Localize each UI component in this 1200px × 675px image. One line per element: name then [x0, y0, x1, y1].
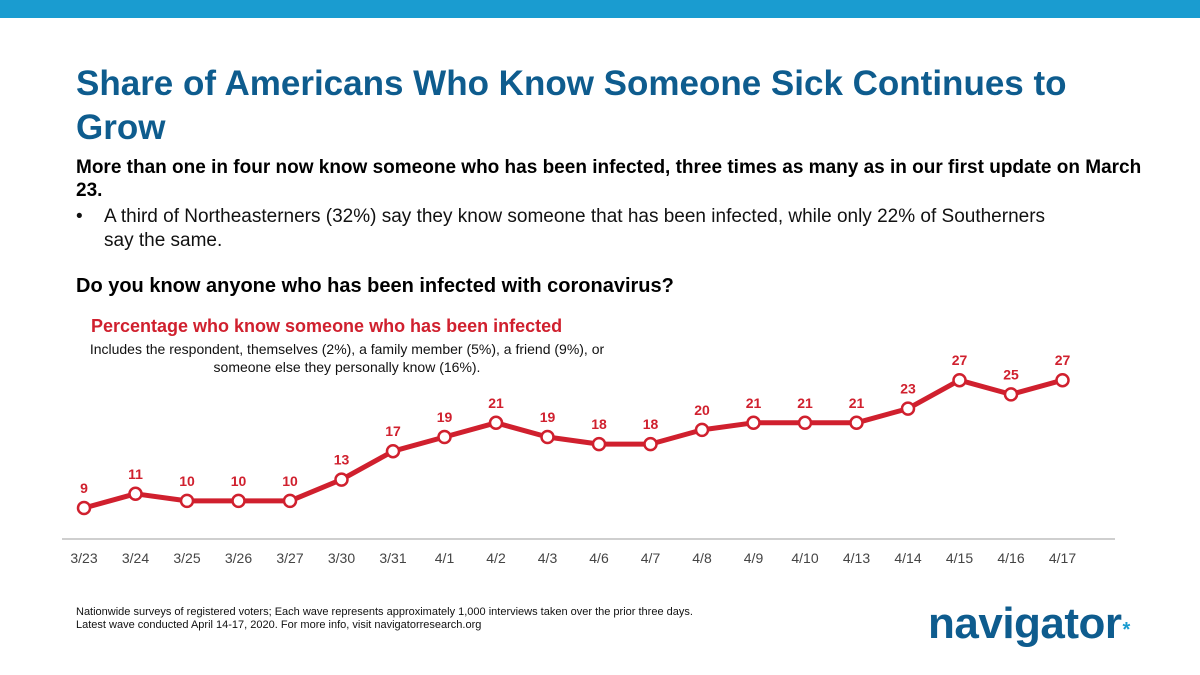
x-tick-label: 4/14 — [894, 550, 921, 566]
data-point — [952, 372, 967, 388]
series-line-layer — [81, 377, 1065, 511]
data-point — [128, 486, 143, 502]
data-label: 13 — [334, 452, 350, 468]
footnote-line-2: Latest wave conducted April 14-17, 2020.… — [76, 619, 482, 631]
data-point — [643, 436, 658, 452]
logo-text: navigator — [928, 599, 1122, 648]
data-point — [591, 436, 607, 452]
footnote: Nationwide surveys of registered voters;… — [76, 606, 836, 632]
x-tick-label: 3/23 — [70, 550, 97, 566]
data-point — [797, 415, 813, 431]
data-label: 23 — [900, 381, 916, 397]
navigator-logo: navigator* — [928, 598, 1130, 658]
x-tick-labels: 3/23 3/24 3/25 3/26 3/27 3/30 3/31 4/1 4/2 4/3 4/6… — [70, 550, 1076, 566]
data-label: 25 — [1003, 366, 1019, 382]
x-tick-label: 3/24 — [122, 550, 149, 566]
data-label: 17 — [385, 423, 401, 439]
x-tick-label: 3/25 — [173, 550, 200, 566]
chart-note: Includes the respondent, themselves (2%)… — [89, 341, 605, 375]
x-tick-label: 4/7 — [641, 550, 661, 566]
x-tick-label: 4/3 — [538, 550, 558, 566]
x-tick-label: 3/30 — [328, 550, 355, 566]
series-line — [81, 377, 1065, 511]
x-tick-label: 4/10 — [791, 550, 818, 566]
data-label: 10 — [231, 473, 247, 489]
x-tick-label: 4/6 — [589, 550, 609, 566]
data-label: 18 — [643, 416, 659, 432]
x-tick-label: 3/26 — [225, 550, 252, 566]
x-tick-label: 3/31 — [379, 550, 406, 566]
data-label: 27 — [952, 352, 968, 368]
data-point — [437, 429, 452, 445]
data-point — [488, 415, 504, 431]
data-point — [900, 401, 916, 416]
data-label: 19 — [540, 409, 556, 425]
data-point — [385, 443, 401, 459]
data-label: 21 — [488, 395, 504, 411]
data-label: 19 — [437, 409, 453, 425]
data-point — [1003, 387, 1019, 402]
data-label: 21 — [797, 395, 813, 411]
data-point — [179, 493, 195, 509]
data-label: 11 — [128, 466, 143, 482]
survey-question: Do you know anyone who has been infected… — [76, 275, 674, 297]
x-tick-label: 4/9 — [744, 550, 764, 566]
data-points — [76, 372, 1070, 516]
data-point — [76, 500, 92, 516]
top-accent-bar — [0, 0, 1200, 18]
data-label: 18 — [591, 416, 607, 432]
data-label: 10 — [179, 473, 195, 489]
data-label: 20 — [694, 402, 710, 418]
chart-title: Percentage who know someone who has been… — [91, 316, 563, 336]
data-point — [282, 493, 298, 509]
data-point — [694, 422, 710, 438]
x-tick-label: 3/27 — [276, 550, 303, 566]
x-tick-label: 4/13 — [843, 550, 870, 566]
data-label: 21 — [746, 395, 762, 411]
x-tick-label: 4/17 — [1049, 550, 1076, 566]
data-point — [334, 472, 349, 487]
x-tick-label: 4/15 — [946, 550, 973, 566]
data-label: 27 — [1055, 352, 1071, 368]
x-tick-label: 4/16 — [997, 550, 1024, 566]
x-tick-label: 4/2 — [486, 550, 506, 566]
x-tick-label: 4/8 — [692, 550, 712, 566]
data-point — [540, 429, 555, 445]
logo-dot-icon: * — [1122, 619, 1131, 641]
data-point — [1055, 372, 1070, 388]
data-labels: 9 11 10 10 10 13 17 19 21 19 18 18 20 21 21 21 23 27 25 27 — [80, 352, 1070, 496]
data-label: 9 — [80, 480, 88, 496]
slide-title: Share of Americans Who Know Someone Sick… — [76, 64, 1067, 147]
slide-subtitle: More than one in four now know someone w… — [76, 157, 1142, 201]
data-point — [849, 415, 864, 431]
data-label: 10 — [282, 473, 298, 489]
footnote-line-1: Nationwide surveys of registered voters;… — [76, 606, 693, 618]
bullet-text: A third of Northeasterners (32%) say the… — [104, 206, 1046, 251]
x-tick-label: 4/1 — [435, 550, 455, 566]
bullet-point: • A third of Northeasterners (32%) say t… — [76, 205, 1076, 253]
data-point — [746, 415, 761, 431]
bullet-marker: • — [76, 206, 83, 227]
data-label: 21 — [849, 395, 865, 411]
data-point — [231, 493, 246, 509]
